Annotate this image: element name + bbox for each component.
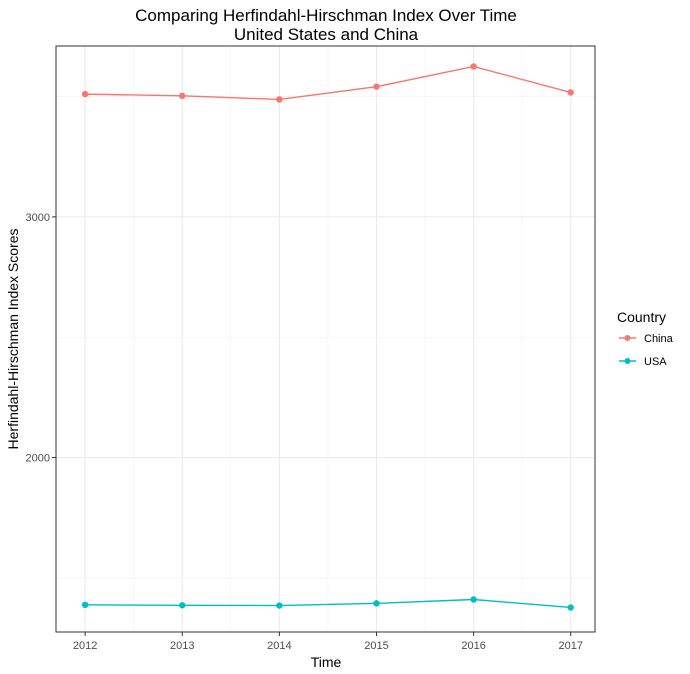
series-layer	[81, 63, 574, 611]
legend-label: USA	[644, 356, 667, 368]
series-usa	[81, 596, 574, 611]
data-point-usa	[276, 602, 283, 609]
x-tick-label: 2014	[267, 640, 291, 652]
plot-panel-border	[55, 45, 596, 633]
data-point-usa	[470, 596, 477, 603]
data-point-usa	[179, 602, 186, 609]
x-tick-label: 2017	[558, 640, 582, 652]
x-axis-title: Time	[311, 654, 342, 670]
legend-key-point	[624, 358, 631, 364]
chart-subtitle: United States and China	[234, 25, 419, 44]
series-line-china	[85, 65, 571, 101]
legend: Country China USA	[617, 309, 674, 368]
major-gridlines	[56, 46, 595, 632]
y-tick-label: 2000	[26, 453, 50, 465]
data-point-usa	[81, 601, 89, 609]
x-tick-label: 2012	[73, 640, 97, 652]
y-axis-title: Herfindahl-Hirschman Index Scores	[5, 229, 21, 450]
legend-key-point	[624, 335, 631, 341]
x-tick-label: 2016	[461, 640, 485, 652]
legend-label: China	[644, 333, 674, 345]
data-point-china	[81, 90, 89, 98]
x-tick-label: 2015	[364, 640, 388, 652]
series-line-usa	[85, 598, 571, 609]
data-point-usa	[567, 604, 574, 611]
legend-item-china: China	[619, 333, 674, 345]
data-point-china	[470, 63, 477, 70]
legend-item-usa: USA	[619, 356, 667, 368]
axis-ticks: 2012 2013 2014 2015 2016 2017 2000 3000	[26, 212, 583, 652]
minor-gridlines	[56, 46, 595, 632]
data-point-china	[276, 96, 283, 103]
data-point-china	[179, 92, 186, 100]
legend-title: Country	[617, 309, 666, 325]
y-tick-label: 3000	[26, 212, 50, 224]
chart-title: Comparing Herfindahl-Hirschman Index Ove…	[135, 6, 517, 25]
data-point-china	[373, 83, 380, 90]
x-tick-label: 2013	[170, 640, 194, 652]
data-point-usa	[373, 600, 380, 607]
data-point-china	[567, 89, 574, 96]
series-china	[81, 63, 574, 103]
